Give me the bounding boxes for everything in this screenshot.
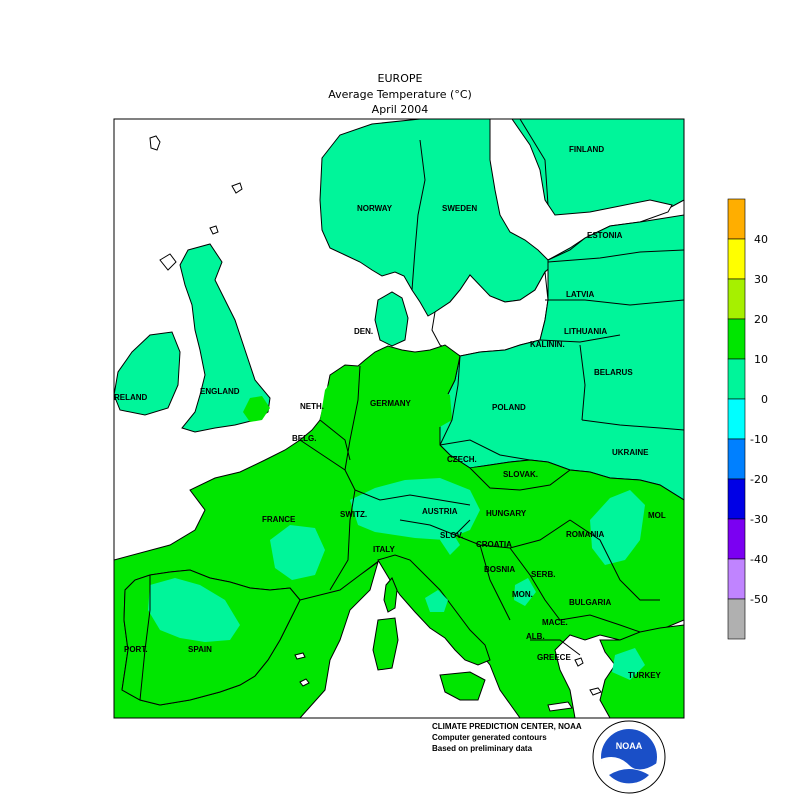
legend-bin (727, 438, 746, 480)
map-metric-title: Average Temperature (°C) (328, 88, 472, 101)
legend-tick-label: -20 (750, 473, 768, 486)
legend-tick-label: 40 (754, 233, 768, 246)
label-austria: AUSTRIA (422, 507, 458, 516)
legend-tick-label: 10 (754, 353, 768, 366)
label-denmark: DEN. (354, 327, 373, 336)
noaa-logo-text: NOAA (616, 741, 643, 751)
warm-pocket-balkans (448, 465, 570, 620)
land-sicily (439, 671, 486, 701)
label-spain: SPAIN (188, 645, 212, 654)
map-area: FINLAND NORWAY SWEDEN ESTONIA LATVIA LIT… (114, 119, 684, 718)
legend-tick-label: -30 (750, 513, 768, 526)
label-netherlands: NETH. (300, 402, 324, 411)
label-slovenia: SLOV. (440, 531, 463, 540)
legend-bin (727, 278, 746, 320)
map-period-title: April 2004 (371, 103, 429, 116)
label-estonia: ESTONIA (587, 231, 623, 240)
map-frame (113, 118, 685, 719)
label-england: ENGLAND (200, 387, 240, 396)
cool-pocket-balkans (514, 578, 536, 606)
cool-pocket-alps (350, 478, 480, 540)
land-ireland (114, 331, 181, 416)
legend-bin (727, 478, 746, 520)
label-romania: ROMANIA (566, 530, 604, 539)
label-serbia: SERB. (531, 570, 555, 579)
land-sardinia (372, 617, 399, 671)
legend-tick-label: 0 (761, 393, 768, 406)
label-portugal: PORT. (124, 645, 148, 654)
warm-pocket-england (243, 396, 270, 422)
legend-tick-label: 30 (754, 273, 768, 286)
cool-pocket-romania (590, 490, 645, 565)
credit-line-2: Computer generated contours (432, 733, 547, 742)
legend-bin (727, 198, 746, 240)
label-belarus: BELARUS (594, 368, 633, 377)
label-czech: CZECH. (447, 455, 477, 464)
label-bosnia: BOSNIA (484, 565, 515, 574)
cool-pocket-italy (425, 590, 448, 612)
label-sweden: SWEDEN (442, 204, 477, 213)
label-norway: NORWAY (357, 204, 393, 213)
map-region-title: EUROPE (377, 72, 423, 85)
label-slovakia: SLOVAK. (503, 470, 538, 479)
label-latvia: LATVIA (566, 290, 595, 299)
noaa-logo: NOAA (592, 720, 666, 794)
label-greece: GREECE (537, 653, 571, 662)
legend-bin (727, 358, 746, 400)
legend-tick-label: -50 (750, 593, 768, 606)
label-hungary: HUNGARY (486, 509, 527, 518)
cool-pocket-spain (148, 578, 240, 642)
label-ireland: RELAND (114, 393, 148, 402)
label-italy: ITALY (373, 545, 395, 554)
legend-bin (727, 518, 746, 560)
legend-bin (727, 318, 746, 360)
land-britain (179, 243, 271, 433)
legend-tick-label: 20 (754, 313, 768, 326)
label-finland: FINLAND (569, 145, 604, 154)
label-france: FRANCE (262, 515, 296, 524)
label-belgium: BELG. (292, 434, 316, 443)
legend-tick-label: -10 (750, 433, 768, 446)
country-borders (139, 119, 684, 701)
warm-pocket-benelux (320, 366, 385, 452)
islands (149, 135, 602, 712)
label-kalinin: KALININ. (530, 340, 565, 349)
label-moldova: MOL (648, 511, 666, 520)
label-switzerland: SWITZ. (340, 510, 367, 519)
label-macedonia: MACE. (542, 618, 568, 627)
land-corsica (383, 577, 398, 613)
label-ukraine: UKRAINE (612, 448, 649, 457)
legend-bin (727, 598, 746, 640)
label-lithuania: LITHUANIA (564, 327, 607, 336)
label-montenegro: MON. (512, 590, 533, 599)
color-legend: 40 30 20 10 0 -10 -20 -30 -40 -50 (727, 198, 768, 640)
legend-tick-label: -40 (750, 553, 768, 566)
legend-bin (727, 558, 746, 600)
cool-pocket-croatia (440, 532, 460, 555)
credit-line-1: CLIMATE PREDICTION CENTER, NOAA (432, 722, 582, 731)
land-denmark (374, 291, 409, 347)
label-turkey: TURKEY (628, 671, 662, 680)
legend-bin (727, 238, 746, 280)
cool-pocket-turkey (612, 648, 645, 680)
credit-line-3: Based on preliminary data (432, 744, 533, 753)
land-turkey (599, 624, 684, 718)
label-germany: GERMANY (370, 399, 412, 408)
label-albania: ALB. (526, 632, 545, 641)
cool-pocket-france (270, 525, 325, 580)
warm-pocket-germany (420, 388, 452, 428)
label-croatia: CROATIA (476, 540, 512, 549)
label-bulgaria: BULGARIA (569, 598, 611, 607)
legend-bin (727, 398, 746, 440)
label-poland: POLAND (492, 403, 526, 412)
